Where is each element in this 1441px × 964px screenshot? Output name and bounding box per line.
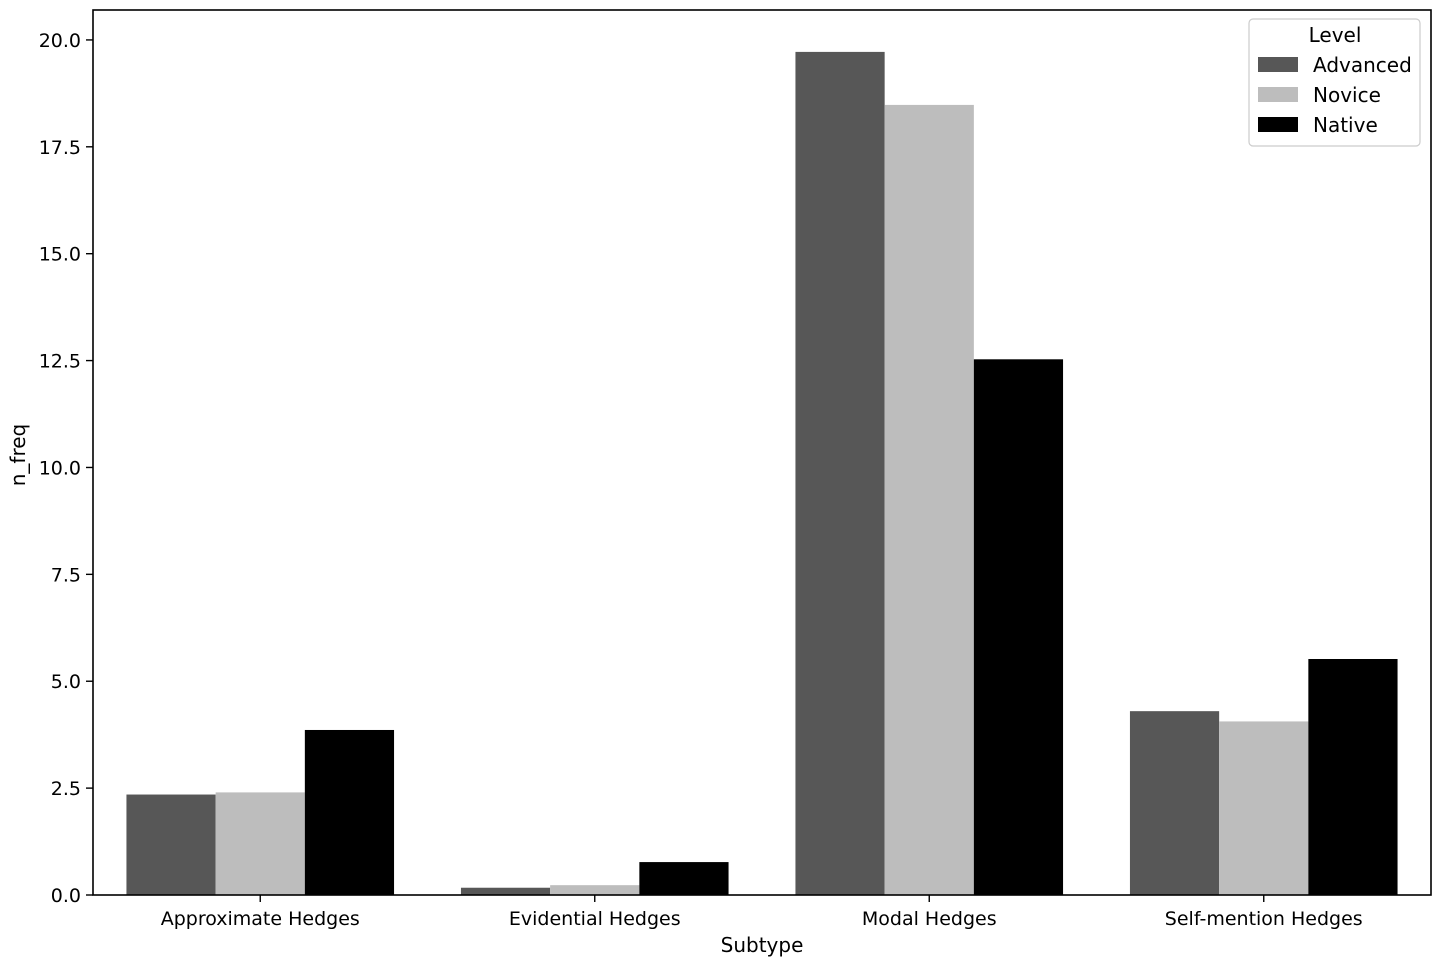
x-tick-label: Modal Hedges: [862, 908, 997, 930]
y-tick-label: 15.0: [39, 244, 81, 266]
x-axis: Approximate Hedges Evidential Hedges Modal…: [161, 895, 1363, 930]
y-tick-label: 17.5: [39, 137, 81, 159]
bar-native-2: [639, 862, 729, 895]
legend-label-novice: Novice: [1313, 83, 1381, 107]
x-tick-label: Self-mention Hedges: [1165, 908, 1363, 930]
bar-novice-4: [1219, 721, 1309, 895]
bar-native-1: [304, 729, 395, 895]
bar-novice-2: [550, 885, 640, 895]
bar-advanced-4: [1129, 711, 1220, 895]
bar-advanced-1: [126, 794, 216, 895]
bars-group: [126, 51, 1398, 896]
bar-native-3: [973, 359, 1064, 895]
legend-swatch-advanced: [1258, 57, 1298, 72]
x-tick-label: Evidential Hedges: [509, 908, 681, 930]
legend-title: Level: [1309, 23, 1362, 47]
y-tick-label: 12.5: [39, 351, 81, 373]
y-tick-label: 5.0: [51, 671, 81, 693]
y-tick-label: 0.0: [51, 885, 81, 907]
y-tick-label: 7.5: [51, 564, 81, 586]
bar-advanced-2: [460, 887, 551, 895]
plot-frame: [92, 9, 1432, 896]
x-tick-label: Approximate Hedges: [161, 908, 360, 930]
y-tick-label: 20.0: [39, 30, 81, 52]
bar-novice-3: [884, 104, 974, 896]
y-axis-label: n_freq: [6, 424, 30, 487]
legend-items: Advanced Novice Native: [1258, 53, 1412, 137]
bar-native-4: [1308, 659, 1398, 895]
y-tick-label: 10.0: [39, 457, 81, 479]
bar-novice-1: [215, 792, 305, 895]
legend: Level Advanced Novice Native: [1248, 18, 1421, 147]
legend-swatch-novice: [1258, 87, 1298, 102]
y-axis: 0.0 2.5 5.0 7.5 10.0 12.5 15.0 17.5 20.0: [39, 30, 93, 907]
legend-label-native: Native: [1313, 113, 1378, 137]
bar-advanced-3: [795, 51, 885, 895]
legend-swatch-native: [1258, 117, 1298, 132]
legend-frame: [1248, 18, 1421, 147]
y-tick-label: 2.5: [51, 778, 81, 800]
legend-label-advanced: Advanced: [1313, 53, 1412, 77]
x-axis-label: Subtype: [721, 933, 804, 957]
